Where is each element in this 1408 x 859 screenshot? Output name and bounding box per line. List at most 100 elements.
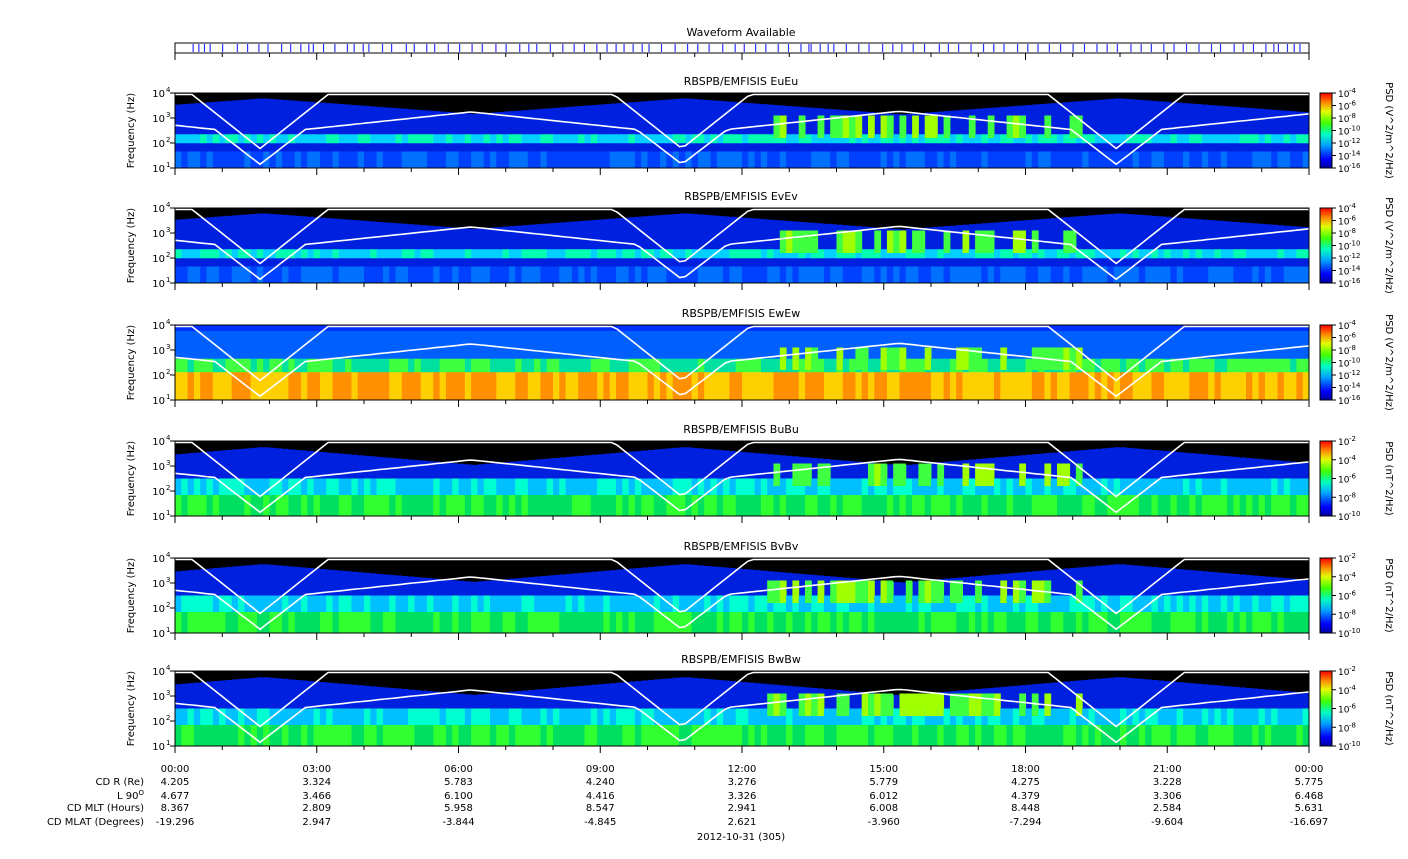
spectrogram-cell (641, 325, 648, 331)
spectrogram-cell (1183, 441, 1190, 453)
spectrogram-cell (288, 725, 296, 746)
spectrogram-cell (1063, 347, 1071, 370)
spectrogram-cell (206, 151, 214, 168)
spectrogram-cell (231, 441, 239, 450)
y-tick-label: 10 (152, 579, 165, 590)
spectrogram-cell (540, 151, 548, 168)
spectrogram-cell (994, 266, 1001, 283)
time-tick-label: 09:00 (586, 764, 615, 775)
spectrogram-cell (1277, 371, 1285, 400)
spectrogram-cell (1264, 495, 1272, 516)
spectrogram-cell (206, 441, 214, 452)
spectrogram-cell (597, 725, 604, 746)
spectrogram-cell (332, 708, 340, 725)
spectrogram-cell (861, 708, 869, 725)
spectrogram-cell (729, 671, 737, 682)
ephemeris-value: -3.844 (442, 817, 474, 828)
spectrogram-cell (685, 208, 693, 214)
spectrogram-cell (672, 249, 680, 259)
spectrogram-cell (553, 671, 560, 688)
spectrogram-cell (1044, 93, 1052, 104)
spectrogram-cell (546, 495, 554, 516)
spectrogram-cell (414, 208, 422, 225)
spectrogram-cell (1069, 671, 1077, 681)
spectrogram-cell (534, 358, 541, 373)
spectrogram-cell (181, 371, 189, 400)
spectrogram-cell (590, 671, 598, 685)
spectrogram-cell (1302, 151, 1310, 168)
spectrogram-cell (187, 708, 195, 725)
spectrogram-cell (742, 595, 749, 612)
spectrogram-cell (994, 93, 1001, 108)
spectrogram-cell (685, 725, 693, 746)
spectrogram-cell (1195, 708, 1203, 725)
ephemeris-value: 3.466 (302, 791, 331, 802)
spectrogram-cell (855, 671, 863, 692)
spectrogram-cell (338, 371, 346, 400)
spectrogram-cell (395, 358, 403, 373)
spectrogram-cell (546, 266, 554, 283)
spectrogram-cell (1075, 580, 1083, 603)
spectrogram-cell (389, 725, 396, 746)
spectrogram-cell (1189, 249, 1197, 259)
spectrogram-cell (956, 580, 963, 603)
spectrogram-cell (685, 134, 693, 144)
spectrogram-cell (1277, 134, 1285, 144)
spectrogram-cell (1157, 93, 1165, 102)
spectrogram-cell (968, 558, 976, 577)
spectrogram-cell (225, 595, 233, 612)
spectrogram-cell (968, 93, 976, 110)
spectrogram-cell (1277, 725, 1285, 746)
spectrogram-cell (445, 151, 453, 168)
spectrogram-cell (527, 708, 535, 725)
spectrogram-cell (483, 495, 491, 516)
spectrogram-cell (490, 495, 497, 516)
spectrogram-cell (553, 612, 560, 633)
spectrogram-cell (616, 358, 623, 373)
spectrogram-cell (1019, 725, 1026, 746)
spectrogram-cell (427, 441, 434, 462)
spectrogram-cell (238, 478, 245, 495)
spectrogram-cell (949, 478, 957, 495)
spectrogram-cell (1151, 93, 1159, 101)
spectrogram-cell (571, 595, 579, 612)
spectrogram-cell (874, 595, 882, 612)
spectrogram-cell (899, 134, 907, 144)
spectrogram-cell (1044, 558, 1052, 571)
spectrogram-cell (1208, 478, 1215, 495)
spectrogram-cell (1220, 249, 1228, 259)
time-tick-label: 06:00 (444, 764, 473, 775)
spectrogram-cell (206, 325, 214, 331)
spectrogram-cell (1296, 325, 1304, 331)
spectrogram-cell (1031, 441, 1039, 455)
spectrogram-cell (565, 325, 573, 331)
colorbar-tick-label: 10 (1338, 243, 1350, 253)
spectrogram-cell (439, 371, 447, 400)
spectrogram-cell (697, 134, 705, 144)
spectrogram-cell (622, 495, 630, 516)
spectrogram-cell (1271, 358, 1278, 373)
spectrogram-cell (534, 725, 541, 746)
spectrogram-cell (937, 612, 945, 633)
spectrogram-cell (414, 708, 422, 725)
spectrogram-cell (496, 151, 504, 168)
spectrogram-cell (792, 580, 800, 603)
spectrogram-cell (1296, 671, 1304, 693)
spectrogram-cell (962, 266, 970, 283)
spectrogram-cell (704, 151, 711, 168)
spectrogram-cell (679, 358, 686, 373)
spectrogram-cell (949, 595, 957, 612)
spectrogram-cell (805, 93, 812, 108)
spectrogram-cell (987, 693, 995, 716)
spectrogram-cell (408, 249, 415, 259)
spectrogram-cell (1264, 595, 1272, 612)
spectrogram-cell (433, 358, 441, 373)
spectrogram-cell (836, 115, 844, 138)
spectrogram-cell (666, 612, 674, 633)
spectrogram-cell (200, 208, 207, 218)
spectrogram-cell (861, 693, 869, 716)
spectrogram-cell (559, 478, 567, 495)
spectrogram-cell (338, 208, 346, 220)
ephemeris-value: 6.012 (869, 791, 898, 802)
colorbar (1319, 92, 1333, 169)
